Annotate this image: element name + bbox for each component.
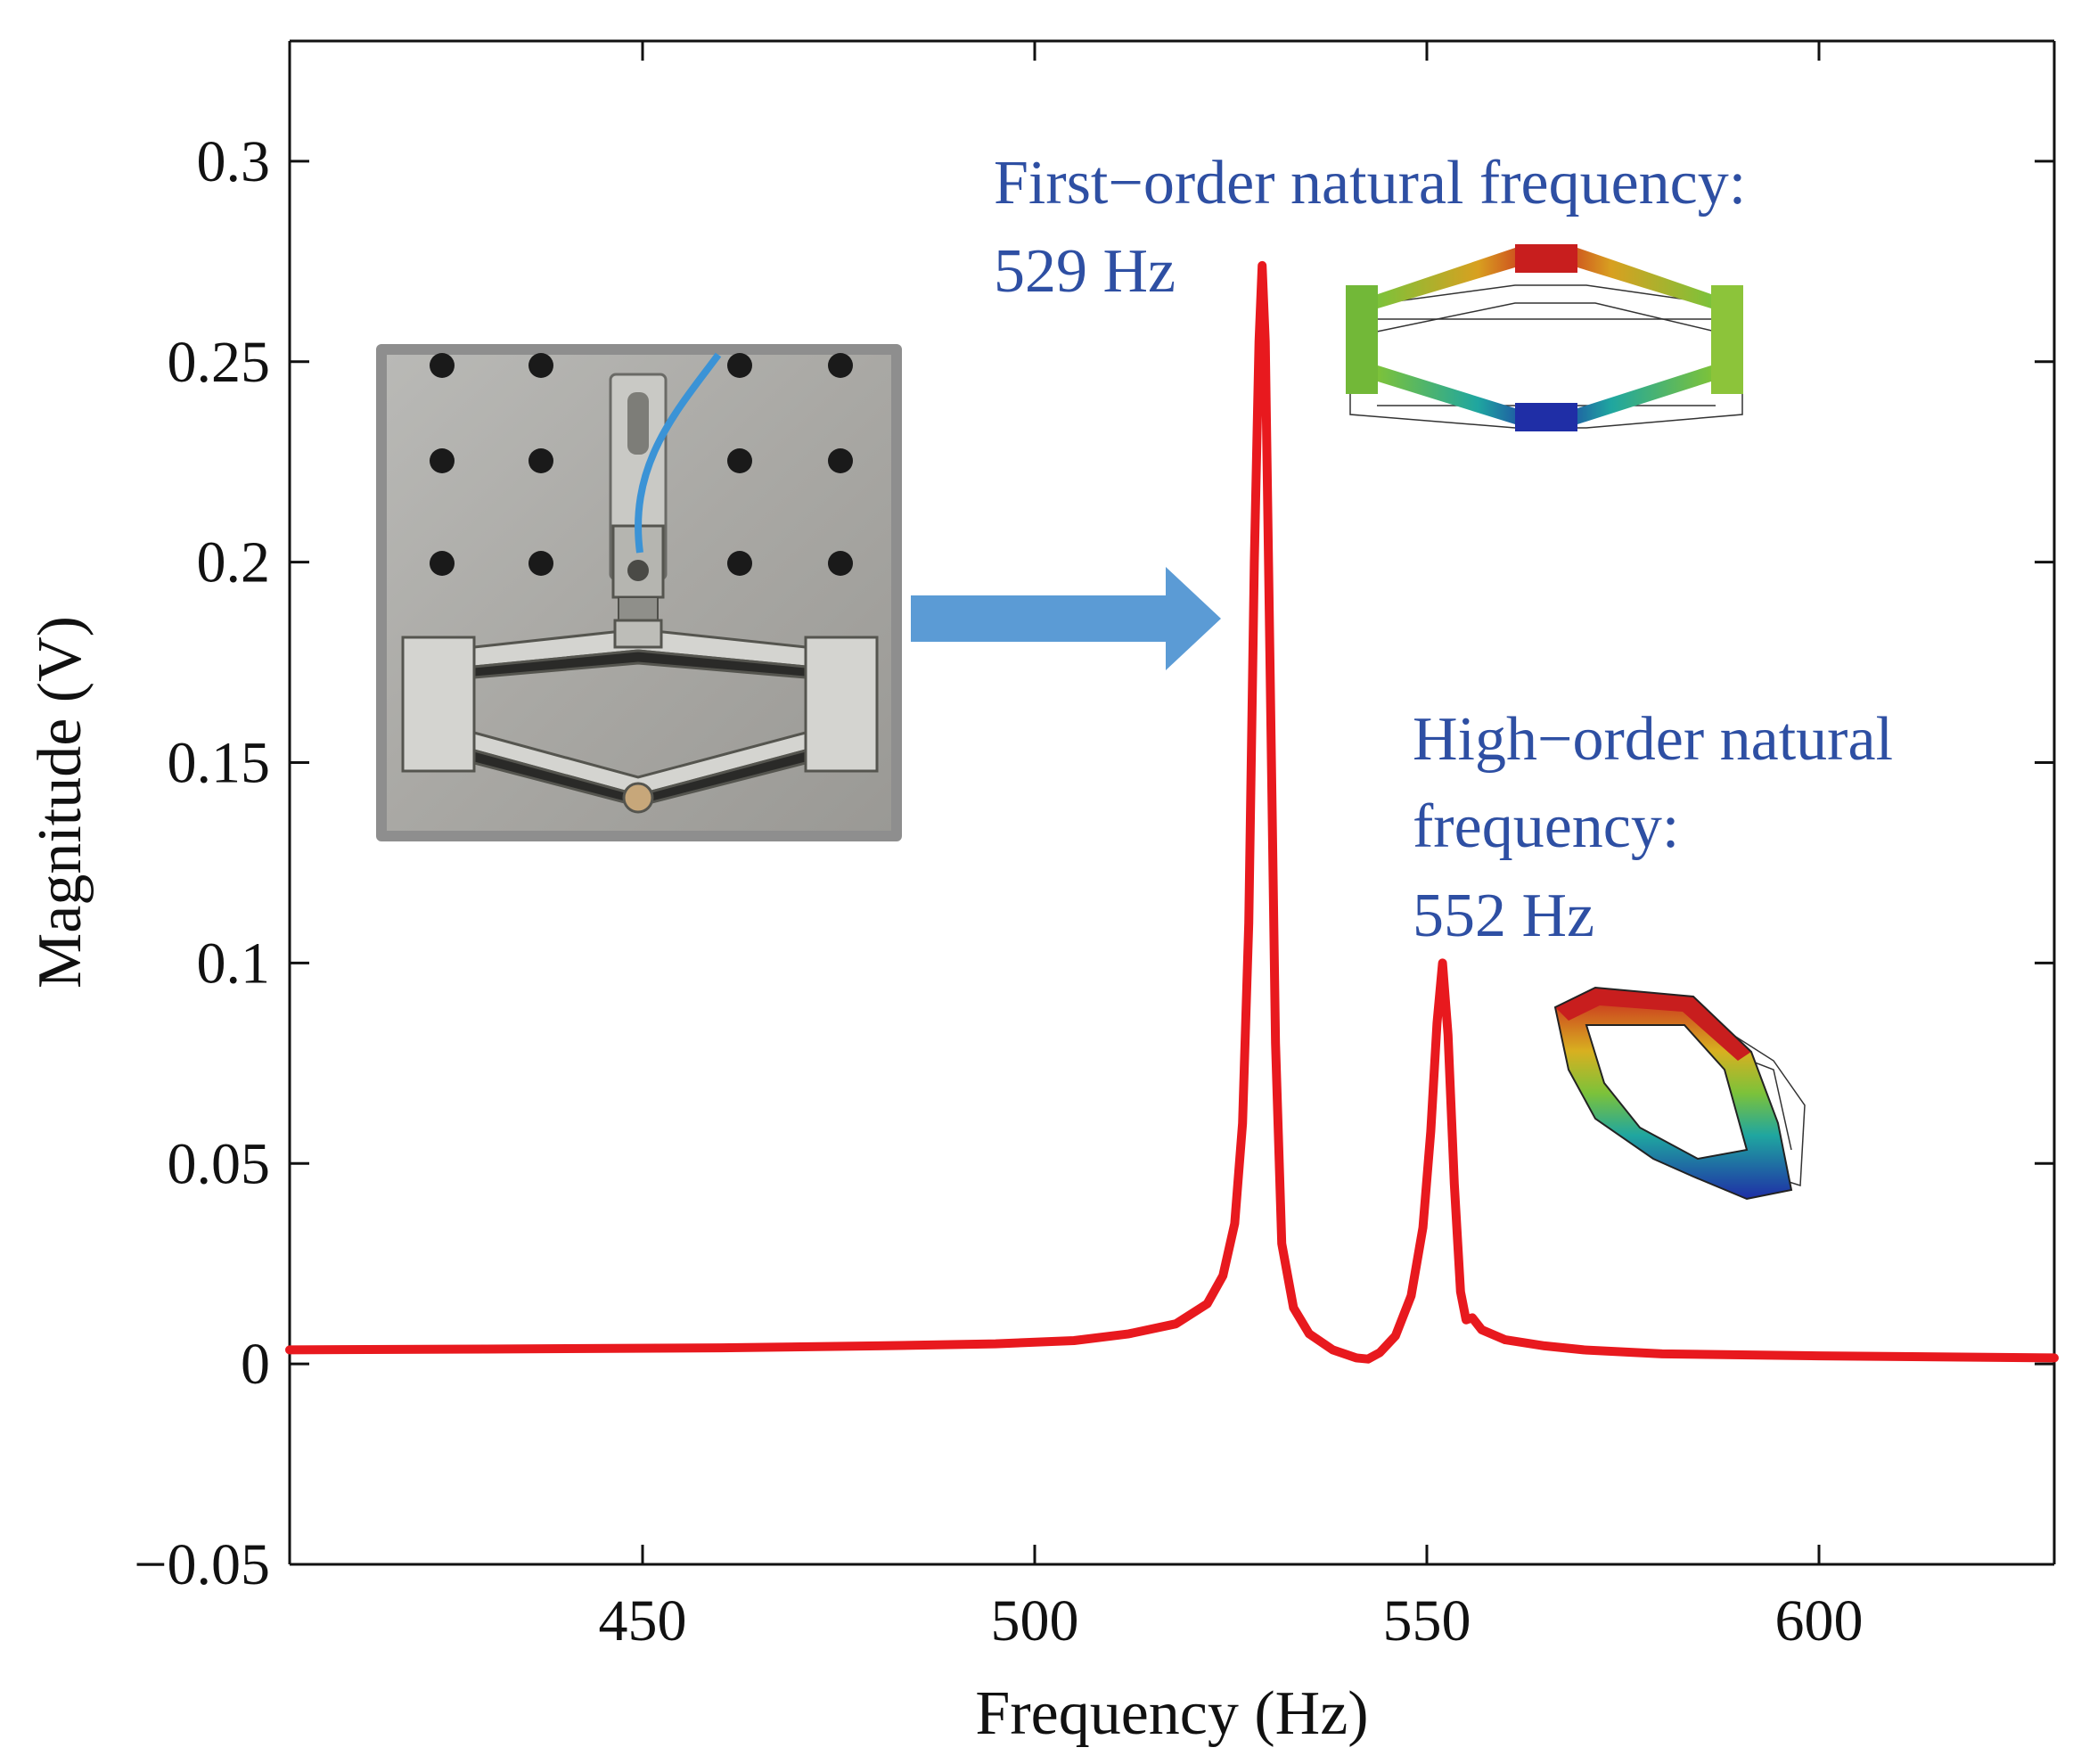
first-order-annotation: First−order natural frequency: 529 Hz: [994, 149, 1746, 306]
x-tick-label: 500: [991, 1588, 1079, 1653]
y-tick-label: 0.25: [168, 330, 271, 395]
high-order-annotation-line-1: High−order natural: [1413, 705, 1893, 774]
plot-frame: [288, 39, 2056, 1566]
mechanism-photo-inset: [376, 344, 902, 841]
x-tick-label: 600: [1775, 1588, 1864, 1653]
y-tick-label: 0.05: [168, 1131, 271, 1196]
axis-tick-labels: 450 500 550 600 −0.05 0 0.05 0.1 0.15 0.2 0.25 0.3: [134, 129, 1863, 1653]
pointer-arrow: [911, 567, 1221, 670]
y-tick-label: 0.3: [197, 129, 271, 194]
first-order-annotation-line-1: First−order natural frequency:: [994, 149, 1746, 217]
high-order-mode-shape-figure: [1553, 986, 1806, 1201]
first-mode-shape-figure: [1346, 244, 1743, 431]
high-order-annotation-line-3: 552 Hz: [1413, 882, 1594, 950]
axis-ticks: [290, 41, 2054, 1566]
x-axis-title: Frequency (Hz): [975, 1679, 1368, 1748]
y-tick-label: −0.05: [134, 1532, 270, 1597]
magnitude-curve: [285, 260, 2059, 1364]
y-tick-label: 0.2: [197, 530, 271, 595]
undeformed-outline: [1349, 284, 1743, 429]
y-tick-label: 0.15: [168, 731, 271, 796]
first-order-annotation-line-2: 529 Hz: [994, 237, 1176, 306]
y-tick-label: 0: [241, 1332, 270, 1397]
high-order-annotation-line-2: frequency:: [1413, 792, 1679, 861]
x-tick-label: 450: [599, 1588, 687, 1653]
x-tick-label: 550: [1383, 1588, 1471, 1653]
y-tick-label: 0.1: [197, 931, 271, 996]
flexure-mechanism: [401, 619, 879, 814]
high-order-annotation: High−order natural frequency: 552 Hz: [1413, 705, 1893, 950]
y-axis-title: Magnitude (V): [26, 616, 94, 989]
